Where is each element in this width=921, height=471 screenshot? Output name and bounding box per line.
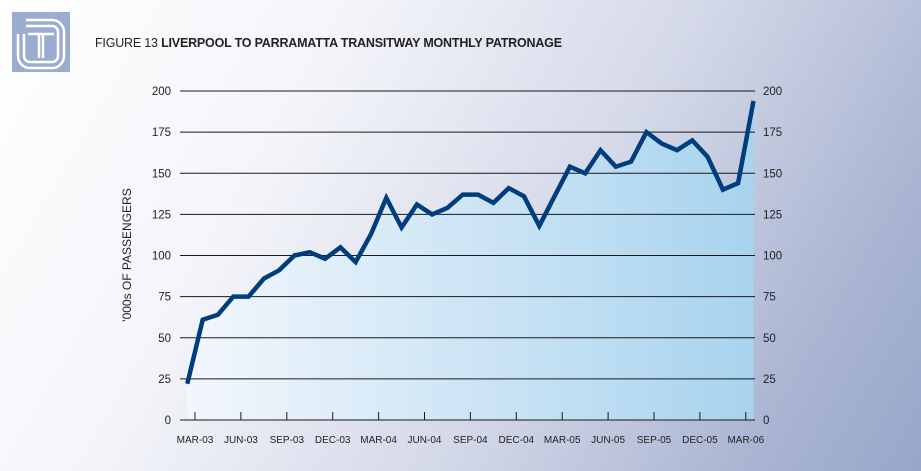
x-tick-label: MAR-05 bbox=[544, 435, 581, 446]
y-tick-label-left: 150 bbox=[152, 168, 171, 180]
y-tick-label-right: 200 bbox=[763, 86, 782, 98]
y-axis-label: '000s OF PASSENGERS bbox=[120, 188, 134, 321]
y-tick-label-right: 25 bbox=[763, 374, 776, 386]
y-tick-label-left: 25 bbox=[158, 374, 171, 386]
y-tick-label-left: 50 bbox=[158, 333, 171, 345]
logo-t-icon bbox=[16, 18, 66, 70]
y-tick-label-right: 100 bbox=[763, 251, 782, 263]
patronage-line bbox=[185, 100, 756, 385]
x-tick-label: DEC-05 bbox=[682, 435, 718, 446]
figure-number: FIGURE 13 bbox=[95, 36, 158, 50]
x-tick-label: JUN-04 bbox=[408, 435, 442, 446]
y-tick-label-right: 0 bbox=[763, 415, 769, 427]
area-fill bbox=[187, 100, 754, 421]
x-tick-label: MAR-06 bbox=[727, 435, 764, 446]
y-tick-label-right: 125 bbox=[763, 209, 782, 221]
x-tick-label: SEP-03 bbox=[270, 435, 305, 446]
figure-heading: LIVERPOOL TO PARRAMATTA TRANSITWAY MONTH… bbox=[161, 36, 562, 50]
x-tick-label: JUN-03 bbox=[224, 435, 258, 446]
x-tick-label: DEC-04 bbox=[499, 435, 535, 446]
x-tick-label: JUN-05 bbox=[591, 435, 625, 446]
x-tick-label: MAR-04 bbox=[360, 435, 397, 446]
x-tick-label: MAR-03 bbox=[177, 435, 214, 446]
x-tick-label: SEP-04 bbox=[453, 435, 488, 446]
y-tick-label-left: 100 bbox=[152, 251, 171, 263]
transitway-logo bbox=[12, 12, 70, 72]
y-tick-label-left: 175 bbox=[152, 127, 171, 139]
y-tick-label-left: 200 bbox=[152, 86, 171, 98]
x-tick-label: SEP-05 bbox=[637, 435, 672, 446]
y-tick-label-right: 175 bbox=[763, 127, 782, 139]
y-tick-label-left: 125 bbox=[152, 209, 171, 221]
y-tick-label-right: 50 bbox=[763, 333, 776, 345]
x-tick-label: DEC-03 bbox=[315, 435, 351, 446]
y-tick-label-left: 75 bbox=[158, 292, 171, 304]
figure-title: FIGURE 13 LIVERPOOL TO PARRAMATTA TRANSI… bbox=[95, 36, 562, 50]
y-tick-label-right: 150 bbox=[763, 168, 782, 180]
y-tick-label-left: 0 bbox=[165, 415, 171, 427]
y-tick-label-right: 75 bbox=[763, 292, 776, 304]
